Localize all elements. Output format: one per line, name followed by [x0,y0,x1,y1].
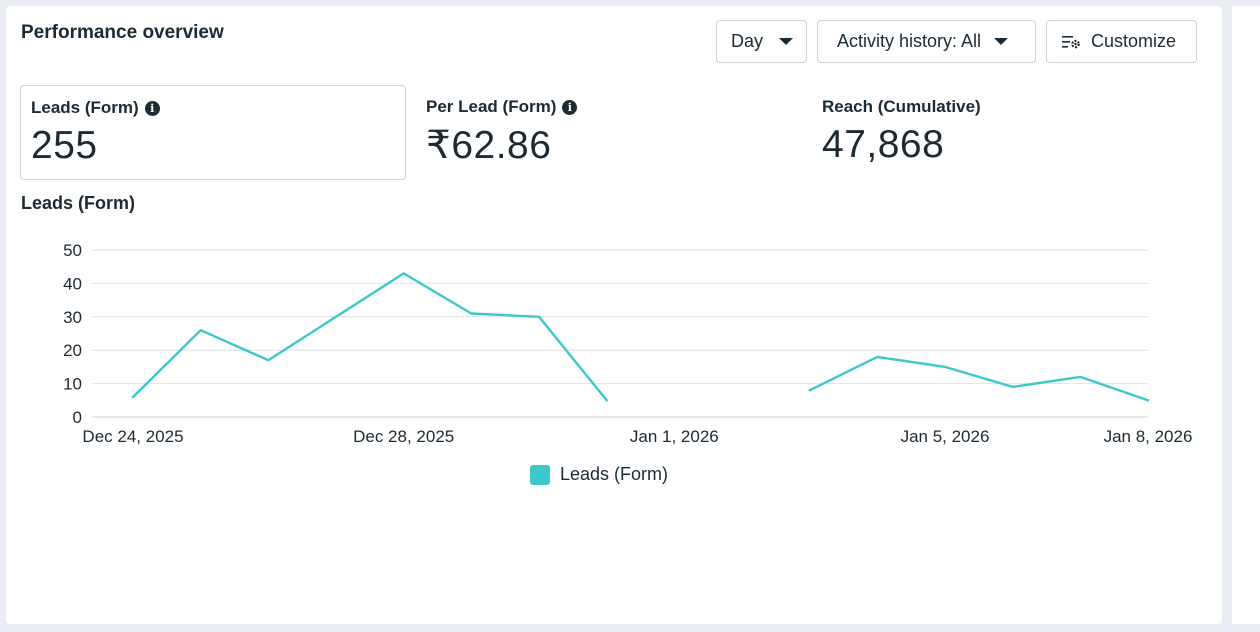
day-dropdown[interactable]: Day [716,20,807,63]
series-line [808,355,1150,402]
metric-card-reach[interactable]: Reach (Cumulative) 47,868 [812,85,1192,180]
side-panel [1232,6,1260,624]
chart-title: Leads (Form) [21,193,136,213]
metric-value: ₹62.86 [426,124,552,167]
y-tick-label: 50 [63,241,82,260]
y-tick-label: 0 [73,408,82,427]
metric-card-leads[interactable]: Leads (Form) i 255 [20,85,406,180]
activity-history-dropdown[interactable]: Activity history: All [817,20,1036,63]
series-line [131,272,608,402]
x-tick-label: Dec 24, 2025 [82,427,183,446]
customize-settings-icon [1062,35,1080,48]
metric-value: 47,868 [822,123,945,166]
y-tick-label: 30 [63,308,82,327]
activity-history-label: Activity history: All [837,31,982,51]
y-tick-label: 40 [63,274,82,293]
customize-button[interactable]: Customize [1046,20,1197,63]
legend-swatch [530,464,550,485]
caret-down-icon [779,38,794,45]
caret-down-icon [994,38,1009,45]
y-tick-label: 10 [63,375,82,394]
x-tick-label: Jan 8, 2026 [1104,427,1193,446]
metric-card-per-lead[interactable]: Per Lead (Form) i ₹62.86 [416,85,796,180]
customize-label: Customize [1091,31,1177,51]
y-tick-label: 20 [63,341,82,360]
day-dropdown-label: Day [731,31,764,51]
metric-label: Leads (Form) [31,98,139,117]
info-icon[interactable]: i [144,100,160,116]
metric-value: 255 [31,124,98,167]
x-tick-label: Dec 28, 2025 [353,427,454,446]
metric-label: Reach (Cumulative) [822,97,981,116]
chart-legend[interactable]: Leads (Form) [530,464,668,485]
x-tick-label: Jan 5, 2026 [901,427,990,446]
performance-card [6,6,1222,624]
metric-label: Per Lead (Form) [426,97,557,116]
x-tick-label: Jan 1, 2026 [630,427,719,446]
page-title: Performance overview [21,22,224,43]
info-icon[interactable]: i [562,99,578,115]
legend-label: Leads (Form) [560,464,669,484]
